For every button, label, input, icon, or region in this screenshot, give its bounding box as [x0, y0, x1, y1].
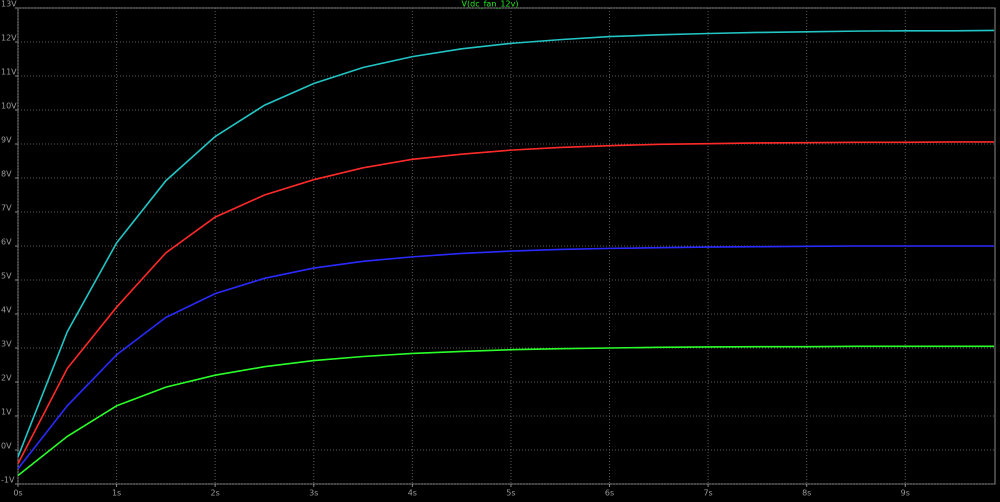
x-tick-label: 4s — [408, 489, 417, 498]
y-tick-label: 0V — [1, 442, 12, 451]
y-tick-label: 5V — [1, 272, 12, 281]
y-tick-label: -1V — [1, 476, 15, 485]
series-line — [17, 141, 995, 464]
y-tick-label: 11V — [1, 68, 17, 77]
x-tick-label: 9s — [901, 489, 910, 498]
x-tick-label: 2s — [211, 489, 220, 498]
series-line — [17, 245, 995, 470]
y-tick-label: 12V — [1, 34, 17, 43]
series-line — [17, 345, 995, 477]
x-tick-label: 1s — [112, 489, 121, 498]
y-tick-label: 7V — [1, 204, 12, 213]
y-tick-label: 9V — [1, 136, 12, 145]
y-tick-label: 10V — [1, 102, 17, 111]
x-tick-label: 0s — [13, 489, 22, 498]
y-tick-label: 13V — [1, 0, 17, 9]
x-tick-label: 8s — [802, 489, 811, 498]
x-tick-label: 5s — [506, 489, 515, 498]
y-tick-label: 2V — [1, 374, 12, 383]
y-tick-label: 1V — [1, 408, 12, 417]
chart-title: V(dc_fan_12v) — [462, 0, 519, 9]
x-tick-label: 7s — [703, 489, 712, 498]
y-tick-label: 8V — [1, 170, 12, 179]
y-tick-label: 3V — [1, 340, 12, 349]
x-tick-label: 3s — [309, 489, 318, 498]
series-line — [17, 29, 995, 458]
y-tick-label: 6V — [1, 238, 12, 247]
x-tick-label: 6s — [605, 489, 614, 498]
y-tick-label: 4V — [1, 306, 12, 315]
